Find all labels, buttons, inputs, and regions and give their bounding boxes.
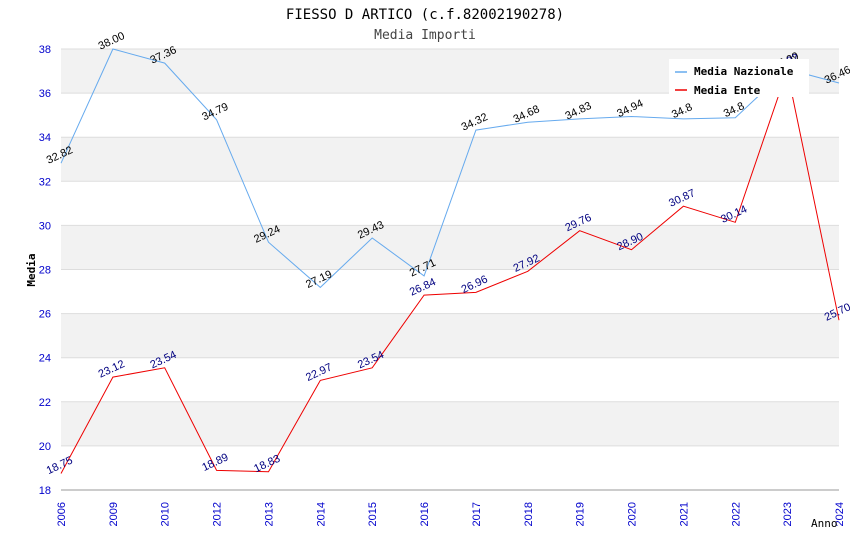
- x-tick-label: 2006: [56, 502, 68, 526]
- plot-band: [61, 313, 839, 358]
- x-tick-label: 2022: [730, 502, 742, 526]
- x-tick-label: 2023: [782, 502, 794, 526]
- y-tick-label: 20: [39, 441, 51, 453]
- x-tick-label: 2013: [263, 502, 275, 526]
- x-tick-label: 2014: [315, 502, 327, 526]
- x-tick-label: 2018: [523, 502, 535, 526]
- y-tick-label: 26: [39, 309, 51, 321]
- legend-label-media-nazionale: Media Nazionale: [694, 65, 794, 78]
- series-lines: [60, 48, 840, 474]
- plot-band: [61, 269, 839, 314]
- x-axis-label: Anno: [811, 517, 838, 530]
- x-tick-label: 2019: [575, 502, 587, 526]
- legend-box: [669, 59, 809, 97]
- series-line-media-ente: [60, 68, 840, 474]
- x-tick-label: 2024: [834, 502, 846, 526]
- y-tick-label: 34: [39, 132, 51, 144]
- x-tick-label: 2016: [419, 502, 431, 526]
- x-tick-label: 2017: [471, 502, 483, 526]
- legend: Media Nazionale Media Ente: [669, 59, 809, 97]
- x-tick-labels: 2006 2009 2010 2012 2013 2014 2015 2016 2017 2018…: [56, 502, 846, 526]
- y-axis-label: Media: [25, 253, 38, 286]
- chart-title: FIESSO D ARTICO (c.f.82002190278): [286, 7, 564, 23]
- x-tick-label: 2010: [160, 502, 172, 526]
- plot-background-bands: [61, 49, 839, 490]
- plot-band: [61, 225, 839, 270]
- series-line-media-nazionale: [60, 48, 840, 289]
- plot-band: [61, 357, 839, 402]
- plot-band: [61, 401, 839, 446]
- x-tick-label: 2021: [678, 502, 690, 526]
- plot-band: [61, 93, 839, 138]
- x-tick-label: 2012: [212, 502, 224, 526]
- x-tick-label: 2020: [627, 502, 639, 526]
- plot-band: [61, 137, 839, 182]
- y-tick-labels: 18 20 22 24 26 28 30 32 34 36 38: [39, 44, 51, 497]
- plot-band: [61, 445, 839, 490]
- legend-label-media-ente: Media Ente: [694, 84, 761, 97]
- x-tick-label: 2009: [108, 502, 120, 526]
- y-tick-label: 30: [39, 220, 51, 232]
- y-tick-label: 18: [39, 485, 51, 497]
- chart-subtitle: Media Importi: [374, 28, 476, 43]
- x-tick-label: 2015: [367, 502, 379, 526]
- y-tick-label: 24: [39, 353, 51, 365]
- y-tick-label: 22: [39, 397, 51, 409]
- y-tick-label: 28: [39, 265, 51, 277]
- y-tick-label: 32: [39, 176, 51, 188]
- y-tick-label: 38: [39, 44, 51, 56]
- y-tick-label: 36: [39, 88, 51, 100]
